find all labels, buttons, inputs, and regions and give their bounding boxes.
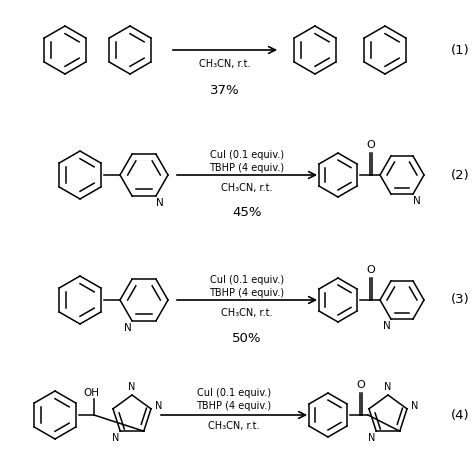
Text: 50%: 50% xyxy=(232,331,262,345)
Text: (4): (4) xyxy=(451,409,469,421)
Text: O: O xyxy=(356,380,365,390)
Text: CH₃CN, r.t.: CH₃CN, r.t. xyxy=(221,183,273,193)
Text: (1): (1) xyxy=(451,44,469,56)
Text: O: O xyxy=(366,265,375,275)
Text: TBHP (4 equiv.): TBHP (4 equiv.) xyxy=(210,288,284,298)
Text: N: N xyxy=(156,198,164,208)
Text: N: N xyxy=(368,433,375,443)
Text: N: N xyxy=(383,321,391,331)
Text: N: N xyxy=(112,433,119,443)
Text: O: O xyxy=(366,140,375,150)
Text: (2): (2) xyxy=(451,168,469,182)
Text: N: N xyxy=(155,401,162,411)
Text: (3): (3) xyxy=(451,293,469,307)
Text: OH: OH xyxy=(83,388,99,398)
Text: CH₃CN, r.t.: CH₃CN, r.t. xyxy=(199,59,251,69)
Text: 37%: 37% xyxy=(210,83,240,97)
Text: CuI (0.1 equiv.): CuI (0.1 equiv.) xyxy=(197,388,271,398)
Text: CuI (0.1 equiv.): CuI (0.1 equiv.) xyxy=(210,150,284,160)
Text: CuI (0.1 equiv.): CuI (0.1 equiv.) xyxy=(210,275,284,285)
Text: 45%: 45% xyxy=(232,207,262,219)
Text: TBHP (4 equiv.): TBHP (4 equiv.) xyxy=(196,401,272,411)
Text: N: N xyxy=(128,382,136,392)
Text: N: N xyxy=(413,196,421,206)
Text: CH₃CN, r.t.: CH₃CN, r.t. xyxy=(221,308,273,318)
Text: N: N xyxy=(124,323,132,333)
Text: TBHP (4 equiv.): TBHP (4 equiv.) xyxy=(210,163,284,173)
Text: N: N xyxy=(411,401,419,411)
Text: CH₃CN, r.t.: CH₃CN, r.t. xyxy=(208,421,260,431)
Text: N: N xyxy=(384,382,392,392)
